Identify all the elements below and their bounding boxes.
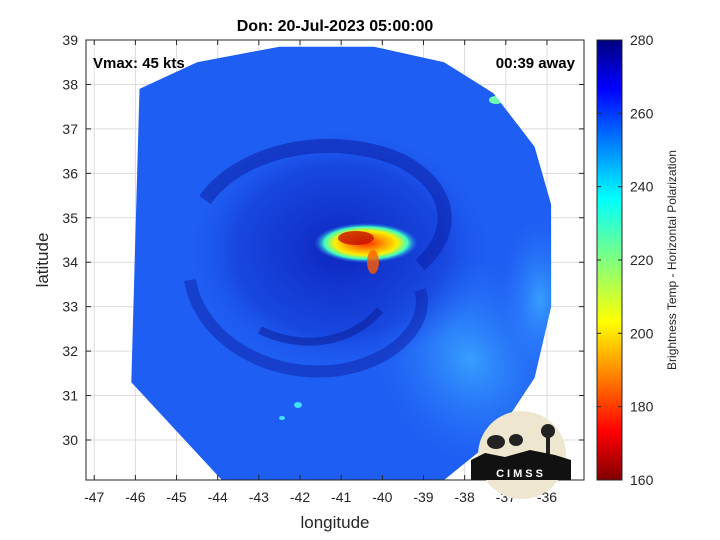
y-tick-label: 33 bbox=[62, 299, 78, 315]
x-tick-label: -43 bbox=[249, 489, 269, 505]
y-tick-label: 36 bbox=[62, 165, 78, 181]
logo-dish-1 bbox=[487, 435, 505, 449]
spiral-band-3 bbox=[258, 307, 384, 346]
x-tick-label: -44 bbox=[208, 489, 228, 505]
y-axis: 30 31 32 33 34 35 36 37 38 39 bbox=[62, 32, 584, 448]
axes-frame bbox=[85, 39, 585, 481]
swath-features bbox=[184, 96, 552, 466]
cimss-logo: CIMSS bbox=[471, 411, 571, 499]
x-tick-label: -45 bbox=[166, 489, 186, 505]
colorbar-tick-label: 280 bbox=[630, 32, 654, 48]
y-tick-label: 39 bbox=[62, 32, 78, 48]
colorbar bbox=[596, 39, 623, 481]
x-tick-label: -42 bbox=[290, 489, 310, 505]
spiral-band-1 bbox=[199, 138, 452, 271]
y-tick-label: 34 bbox=[62, 254, 78, 270]
logo-tower-top bbox=[541, 424, 555, 438]
colorbar-tick-label: 180 bbox=[630, 399, 654, 415]
logo-dish-2 bbox=[509, 434, 523, 446]
logo-ground bbox=[471, 450, 571, 480]
light-band-east bbox=[500, 220, 552, 380]
x-tick-label: -47 bbox=[84, 489, 104, 505]
convective-tail bbox=[367, 250, 379, 274]
cell-south-1 bbox=[294, 402, 302, 408]
y-tick-label: 31 bbox=[62, 388, 78, 404]
time-away-annotation: 00:39 away bbox=[496, 55, 576, 72]
y-tick-label: 38 bbox=[62, 76, 78, 92]
x-tick-label: -39 bbox=[413, 489, 433, 505]
chart-title: Don: 20-Jul-2023 05:00:00 bbox=[237, 18, 434, 35]
x-tick-label: -38 bbox=[455, 489, 475, 505]
colorbar-tick-label: 260 bbox=[630, 105, 654, 121]
x-tick-label: -46 bbox=[125, 489, 145, 505]
colorbar-title: Brightness Temp - Horizontal Polarizatio… bbox=[665, 150, 679, 370]
cell-south-2 bbox=[279, 416, 285, 420]
colorbar-tick-label: 200 bbox=[630, 325, 654, 341]
y-tick-label: 30 bbox=[62, 432, 78, 448]
colorbar-tick-label: 220 bbox=[630, 252, 654, 268]
y-tick-label: 35 bbox=[62, 210, 78, 226]
y-tick-label: 32 bbox=[62, 343, 78, 359]
x-tick-label: -41 bbox=[331, 489, 351, 505]
x-tick-label: -40 bbox=[372, 489, 392, 505]
heatmap-layer bbox=[131, 46, 552, 480]
y-axis-title: latitude bbox=[33, 233, 52, 288]
colorbar-tick-label: 240 bbox=[630, 179, 654, 195]
x-axis-title: longitude bbox=[300, 513, 369, 532]
spiral-band-2 bbox=[184, 278, 428, 378]
eyewall-core bbox=[338, 231, 374, 245]
logo-text: CIMSS bbox=[496, 468, 546, 480]
y-tick-label: 37 bbox=[62, 121, 78, 137]
logo-tower bbox=[546, 436, 550, 458]
vmax-annotation: Vmax: 45 kts bbox=[93, 55, 185, 72]
colorbar-tick-label: 160 bbox=[630, 472, 654, 488]
colorbar-axis: 160 180 200 220 240 260 280 bbox=[597, 32, 654, 488]
